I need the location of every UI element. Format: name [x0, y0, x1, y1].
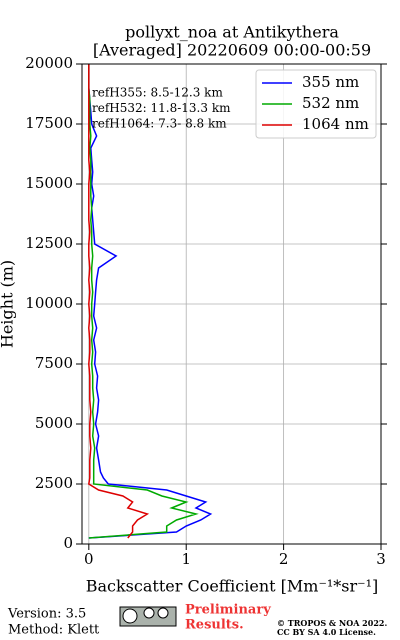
legend-box — [255, 69, 377, 139]
y-tick-label: 10000 — [25, 294, 73, 312]
profile-line — [88, 64, 213, 539]
y-axis-label: Height (m) — [0, 260, 17, 348]
legend-label: 532 nm — [302, 94, 359, 112]
chart-title: pollyxt_noa at Antikythera — [125, 23, 339, 42]
profile-line — [88, 64, 199, 539]
license: CC BY SA 4.0 License. — [277, 627, 376, 637]
x-tick-label: 1 — [181, 550, 191, 568]
plot-frame — [81, 63, 382, 545]
chart-subtitle: [Averaged] 20220609 00:00-00:59 — [93, 41, 371, 60]
y-tick-label: 7500 — [35, 354, 73, 372]
x-tick-label: 0 — [84, 550, 94, 568]
profile-line — [87, 64, 150, 539]
y-tick-label: 15000 — [25, 174, 73, 192]
y-tick-label: 0 — [63, 534, 73, 552]
cc-logo — [119, 606, 177, 627]
y-tick-label: 12500 — [25, 234, 73, 252]
x-tick-label: 3 — [376, 550, 386, 568]
annotation: refH355: 8.5-12.3 km — [92, 86, 223, 100]
annotation: refH1064: 7.3- 8.8 km — [92, 117, 227, 131]
legend-label: 355 nm — [302, 73, 359, 91]
y-tick-label: 17500 — [25, 114, 73, 132]
version: Version: 3.5 — [7, 607, 86, 622]
annotation: refH532: 11.8-13.3 km — [92, 101, 231, 115]
y-tick-label: 5000 — [35, 414, 73, 432]
notice: Preliminary — [185, 603, 271, 618]
y-tick-label: 20000 — [25, 54, 73, 72]
x-axis-label: Backscatter Coefficient [Mm⁻¹*sr⁻¹] — [86, 577, 379, 596]
copyright: © TROPOS & NOA 2022. — [277, 618, 387, 628]
x-tick-label: 2 — [279, 550, 289, 568]
method: Method: Klett — [8, 623, 100, 638]
notice: Results. — [185, 618, 244, 633]
y-tick-label: 2500 — [35, 474, 73, 492]
legend-label: 1064 nm — [302, 115, 369, 133]
